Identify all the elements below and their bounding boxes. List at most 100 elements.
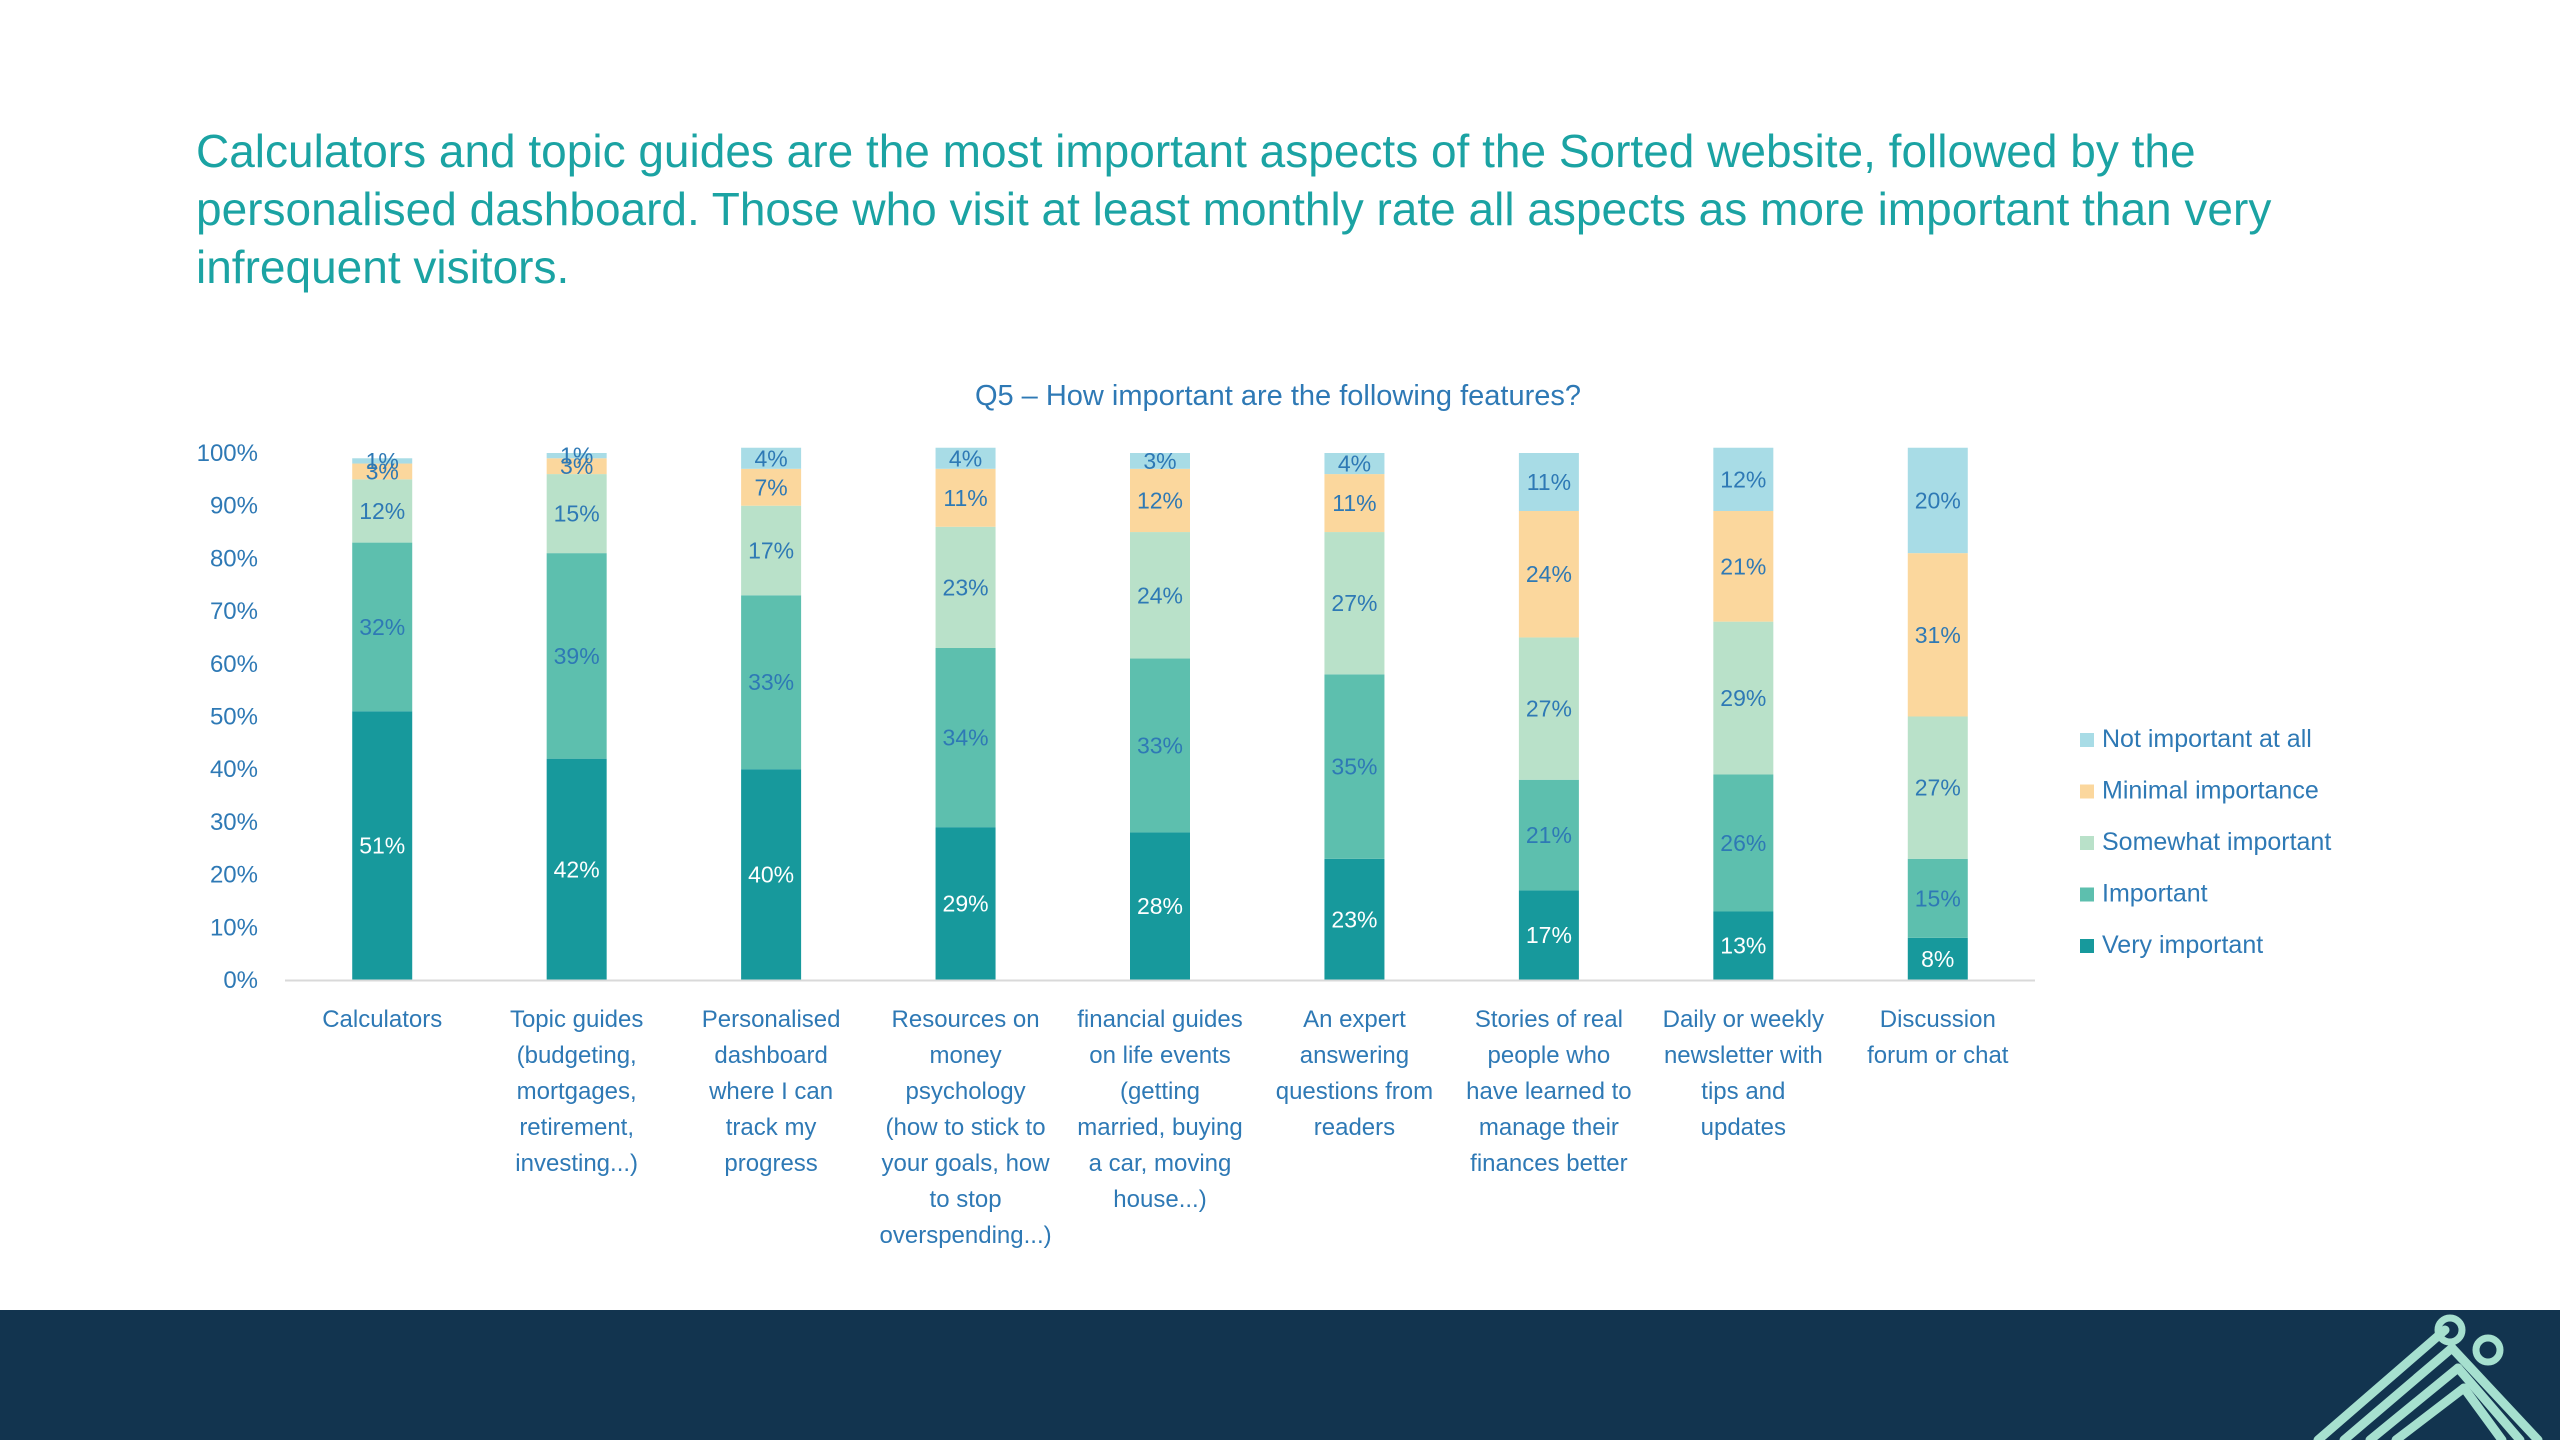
- data-label: 11%: [943, 485, 987, 511]
- bar-segment: [352, 458, 413, 464]
- bar-segment: [352, 479, 413, 543]
- bar-segment: [1518, 510, 1579, 638]
- bar-segment: [1324, 674, 1385, 859]
- data-label: 21%: [1526, 822, 1572, 848]
- bar-segment: [935, 526, 996, 648]
- bar-segment: [1907, 937, 1968, 980]
- bar-segment: [1713, 774, 1774, 912]
- legend-swatch: [2080, 887, 2094, 902]
- data-label: 12%: [1720, 466, 1766, 492]
- data-label: 29%: [1720, 685, 1766, 711]
- bar-segment: [1324, 532, 1385, 675]
- y-tick-label: 20%: [210, 862, 258, 889]
- bar-segment: [741, 468, 802, 506]
- x-axis: Calculators Topic guides (budgeting, mortga…: [285, 979, 2035, 1249]
- bar-segment: [741, 505, 802, 596]
- bar-segment: [1713, 447, 1774, 511]
- data-label: 39%: [554, 643, 600, 669]
- data-label: 4%: [1338, 451, 1371, 477]
- x-tick-label: Daily or weekly newsletter with tips and up…: [1663, 1006, 1824, 1141]
- data-label: 27%: [1526, 696, 1572, 722]
- bar-segment: [1324, 858, 1385, 980]
- data-label: 11%: [1527, 469, 1571, 495]
- data-label: 33%: [748, 669, 794, 695]
- bar-segment: [1907, 858, 1968, 938]
- legend-swatch: [2080, 836, 2094, 850]
- x-tick-label: Discussion forum or chat: [1867, 1006, 2009, 1069]
- bar-segment: [1907, 716, 1968, 859]
- data-label: 4%: [754, 445, 787, 471]
- x-tick-label: Topic guides (budgeting, mortgages, retirem…: [510, 1006, 643, 1177]
- data-label: 13%: [1720, 933, 1766, 959]
- data-label: 3%: [1143, 448, 1176, 474]
- x-tick-label: Calculators: [322, 1006, 442, 1033]
- bar-segment: [1130, 453, 1190, 469]
- data-label: 33%: [1137, 732, 1183, 758]
- data-label: 42%: [554, 856, 600, 882]
- legend-swatch: [2080, 733, 2094, 747]
- sorted-logo-icon: [2313, 1314, 2543, 1440]
- x-tick-label: financial guides on life events (getting ma…: [1077, 1006, 1242, 1213]
- legend: Not important at all Minimal importance So…: [2080, 725, 2331, 959]
- bar-segment: [935, 447, 996, 469]
- bar-segment: [546, 553, 607, 759]
- bar-segment: [1130, 532, 1190, 659]
- data-label: 27%: [1915, 775, 1961, 801]
- data-label: 23%: [943, 574, 989, 600]
- data-label: 31%: [1915, 622, 1961, 648]
- bar-segment: [935, 468, 996, 527]
- x-tick-label: Stories of real people who have learned to…: [1466, 1006, 1631, 1177]
- data-label: 12%: [359, 498, 405, 524]
- data-label: 27%: [1331, 590, 1377, 616]
- bar-segment: [1713, 510, 1774, 622]
- bar-segment: [1518, 453, 1579, 511]
- bar-segment: [1518, 890, 1579, 980]
- data-label: 1%: [560, 443, 593, 469]
- data-label: 17%: [1526, 922, 1572, 948]
- bar-segment: [546, 458, 607, 475]
- bar-segment: [741, 447, 802, 469]
- bar-segment: [1130, 468, 1190, 533]
- bar-segment: [546, 474, 607, 554]
- bar-segment: [741, 769, 802, 980]
- data-label: 23%: [1331, 906, 1377, 932]
- y-tick-label: 60%: [210, 651, 258, 678]
- data-label: 28%: [1137, 893, 1183, 919]
- data-label: 17%: [748, 537, 794, 563]
- data-label: 15%: [554, 501, 600, 527]
- x-tick-label: Personalised dashboard where I can track my…: [702, 1006, 841, 1177]
- y-tick-label: 90%: [210, 493, 258, 520]
- bar-segment: [352, 711, 413, 980]
- bar-segment: [741, 595, 802, 770]
- legend-label: Very important: [2102, 931, 2263, 959]
- data-label: 11%: [1332, 490, 1376, 516]
- bar-segment: [546, 758, 607, 980]
- footer-bar: [0, 1310, 2560, 1440]
- y-tick-label: 10%: [210, 914, 258, 941]
- data-label: 7%: [754, 474, 787, 500]
- y-tick-label: 100%: [197, 440, 258, 467]
- bar-segment: [1713, 621, 1774, 775]
- bar-segment: [1518, 779, 1579, 891]
- stacked-bar-chart: Q5 – How important are the following fea…: [197, 380, 2332, 1249]
- bar-segment: [546, 453, 607, 459]
- bar-segment: [1130, 832, 1190, 980]
- bar-segment: [352, 542, 413, 712]
- x-tick-label: An expert answering questions from readers: [1276, 1006, 1433, 1141]
- bar-segment: [1907, 553, 1968, 717]
- bar-segment: [1324, 453, 1385, 475]
- bar-segment: [935, 647, 996, 828]
- data-label: 35%: [1331, 754, 1377, 780]
- y-tick-label: 50%: [210, 704, 258, 731]
- data-label: 8%: [1921, 946, 1954, 972]
- legend-label: Somewhat important: [2102, 828, 2331, 856]
- data-label: 1%: [366, 448, 399, 474]
- data-label: 32%: [359, 614, 405, 640]
- legend-swatch: [2080, 939, 2094, 953]
- bar-segment: [1130, 658, 1190, 833]
- data-label: 26%: [1720, 830, 1766, 856]
- data-label: 20%: [1915, 487, 1961, 513]
- bar-segment: [1324, 474, 1385, 533]
- data-label: 51%: [359, 833, 405, 859]
- data-label: 40%: [748, 862, 794, 888]
